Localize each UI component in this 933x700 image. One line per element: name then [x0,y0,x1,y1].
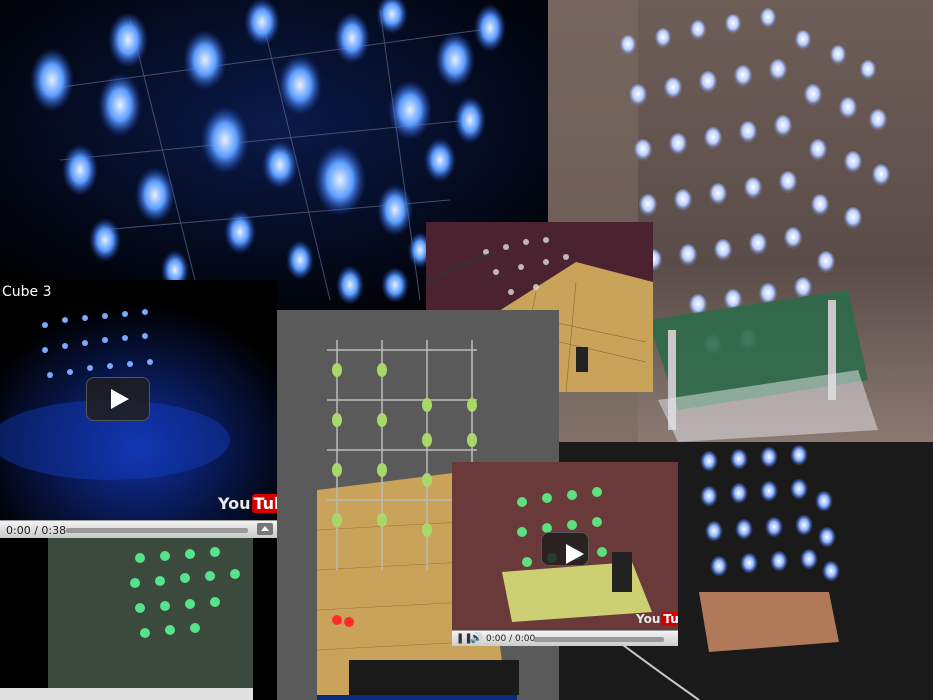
blue-cube-closeup-photo [0,0,548,310]
pause-icon[interactable]: ❚❚ [456,633,473,644]
video-2-frame [452,462,678,632]
video-2-youtube-logo[interactable]: YouTube [636,612,678,626]
youtube-logo-you: You [218,494,251,513]
video-1-control-bar[interactable]: 0:00 / 0:38 [0,520,277,538]
video-2-control-bar[interactable]: ❚❚ 🔊 0:00 / 0:00 [452,630,678,646]
youtube-logo-tube: Tube [661,612,678,626]
video-1-youtube-logo[interactable]: YouTube [218,494,277,513]
youtube-logo-tube: Tube [251,494,277,513]
green-cube-video-frame [0,538,253,700]
video-1-progress-track[interactable] [66,528,248,533]
video-player-2[interactable]: YouTube ❚❚ 🔊 0:00 / 0:00 [452,462,678,646]
video-2-progress-track[interactable] [534,637,664,642]
youtube-logo-you: You [636,612,661,626]
video-1-time: 0:00 / 0:38 [6,524,67,537]
green-cube-frame-image [0,538,253,700]
video-1-play-button[interactable] [86,377,150,421]
blue-cube-closeup-image [0,0,548,310]
video-2-play-button[interactable] [541,532,589,566]
volume-icon[interactable]: 🔊 [470,633,483,644]
video-player-1[interactable]: Cube 3 YouTube 0:00 / 0:38 [0,280,277,538]
video-1-title: Cube 3 [2,284,52,300]
video-2-time: 0:00 / 0:00 [486,634,536,644]
video-1-toggle-controls-icon[interactable] [257,523,273,535]
